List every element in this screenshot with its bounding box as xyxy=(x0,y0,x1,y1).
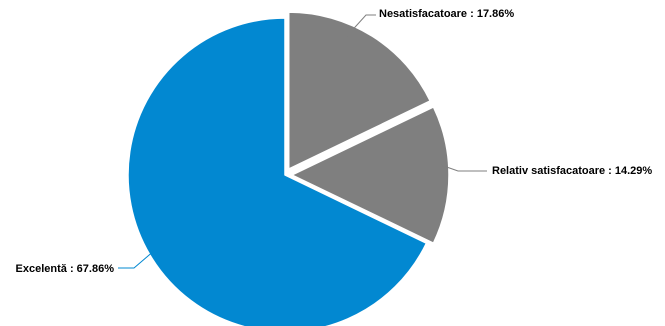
pie-slices xyxy=(127,11,450,326)
slice-label: Nesatisfacatoare : 17.86% xyxy=(379,8,514,20)
pie-slice-relativ-satisfacatoare[interactable] xyxy=(291,106,450,244)
slice-labels: Nesatisfacatoare : 17.86% Relativ satisfa… xyxy=(16,8,653,275)
slice-label: Excelentă : 67.86% xyxy=(16,263,115,275)
leader-line xyxy=(118,249,156,269)
label-leader-lines xyxy=(118,14,487,269)
pie-slice-excelent-[interactable] xyxy=(127,17,428,326)
leader-line xyxy=(440,164,487,172)
leader-line xyxy=(346,14,376,37)
pie-slice-nesatisfacatoare[interactable] xyxy=(287,11,431,170)
slice-label: Relativ satisfacatoare : 14.29% xyxy=(492,165,652,177)
